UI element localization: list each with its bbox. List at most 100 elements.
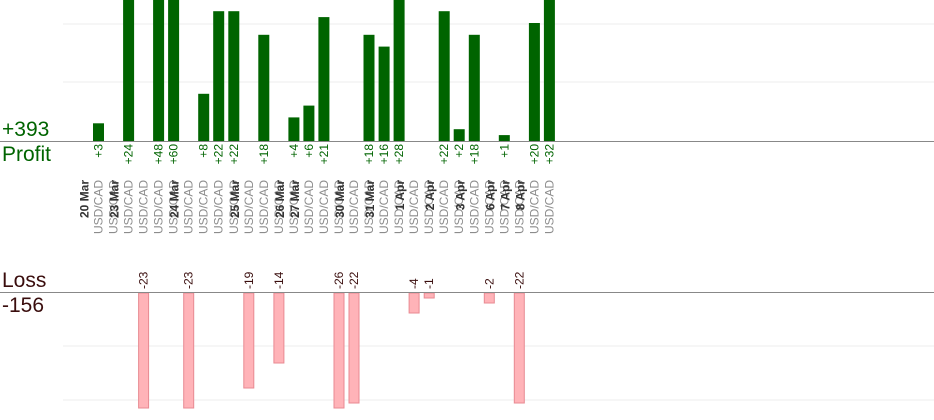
profit-value-label: +18 — [257, 144, 271, 165]
loss-bar — [483, 292, 495, 304]
axes — [0, 141, 934, 293]
profit-bar — [378, 46, 390, 141]
date-label: 20 Mar — [78, 180, 92, 218]
profit-value-label: +22 — [227, 144, 241, 165]
profit-bar — [123, 0, 135, 141]
date-label: 2 Apr — [423, 180, 437, 211]
date-label: 25 Mar — [228, 180, 242, 218]
loss-bar — [513, 292, 525, 404]
pair-label: USD/CAD — [182, 180, 196, 234]
pair-label: USD/CAD — [197, 180, 211, 234]
profit-bar — [303, 105, 315, 141]
loss-value-label: -4 — [407, 278, 421, 289]
profit-bar — [468, 34, 480, 141]
date-label: 6 Apr — [483, 180, 497, 211]
profit-bar — [168, 0, 180, 141]
pair-label: USD/CAD — [482, 180, 496, 234]
date-label: 24 Mar — [168, 180, 182, 218]
pair-label: USD/CAD — [227, 180, 241, 234]
profit-value-label: +32 — [542, 144, 556, 165]
pair-label: USD/CAD — [527, 180, 541, 234]
profit-bar — [363, 34, 375, 141]
date-label: 8 Apr — [513, 180, 527, 211]
loss-value-label: -14 — [272, 271, 286, 289]
pair-label: USD/CAD — [392, 180, 406, 234]
profit-total: +393 — [2, 118, 50, 141]
profit-bar — [543, 0, 555, 141]
pair-label: USD/CAD — [377, 180, 391, 234]
profit-value-label: +3 — [92, 144, 106, 158]
pair-label: USD/CAD — [467, 180, 481, 234]
pair-label: USD/CAD — [542, 180, 556, 234]
profit-bar — [453, 129, 465, 141]
loss-bar — [273, 292, 285, 364]
profit-value-label: +24 — [122, 144, 136, 165]
pair-label: USD/CAD — [122, 180, 136, 234]
pair-label: USD/CAD — [302, 180, 316, 234]
profit-value-label: +2 — [452, 144, 466, 158]
profit-bar — [258, 34, 270, 141]
pair-label: USD/CAD — [512, 180, 526, 234]
date-label: 27 Mar — [288, 180, 302, 218]
loss-value-label: -22 — [512, 271, 526, 289]
profit-value-label: +21 — [317, 144, 331, 165]
loss-bar — [333, 292, 345, 409]
profit-bar — [93, 123, 104, 141]
pair-label: USD/CAD — [107, 180, 121, 234]
pair-label: USD/CAD — [362, 180, 376, 234]
loss-value-label: -26 — [332, 271, 346, 289]
profit-bar — [213, 11, 225, 142]
profit-value-label: +18 — [467, 144, 481, 165]
loss-bar — [138, 292, 150, 409]
profit-bar — [498, 135, 510, 141]
profit-value-label: +22 — [212, 144, 226, 165]
profit-bar — [438, 11, 450, 142]
loss-value-label: -23 — [137, 271, 151, 289]
loss-value-label: -1 — [422, 278, 436, 289]
date-label: 23 Mar — [108, 180, 122, 218]
pair-label: USD/CAD — [497, 180, 511, 234]
profit-bar — [153, 0, 165, 141]
profit-value-label: +4 — [287, 144, 301, 158]
profit-value-label: +48 — [152, 144, 166, 165]
pair-label: USD/CAD — [272, 180, 286, 234]
loss-total: -156 — [2, 294, 45, 317]
profit-value-label: +28 — [392, 144, 406, 165]
pair-label: USD/CAD — [422, 180, 436, 234]
profit-value-label: +16 — [377, 144, 391, 165]
loss-value-label: -2 — [482, 278, 496, 289]
date-label: 30 Mar — [333, 180, 347, 218]
profit-bar — [288, 117, 300, 141]
loss-bar — [423, 292, 435, 299]
profit-value-label: +1 — [497, 144, 511, 158]
pair-label: USD/CAD — [287, 180, 301, 234]
profit-label: Profit — [2, 143, 52, 166]
pair-label: USD/CAD — [167, 180, 181, 234]
profit-bar — [528, 23, 540, 141]
profit-bar — [228, 11, 240, 142]
date-label: 3 Apr — [453, 180, 467, 211]
profit-bar — [198, 93, 210, 141]
profit-value-label: +22 — [437, 144, 451, 165]
profit-bar — [393, 0, 405, 141]
profit-bar — [318, 17, 330, 142]
loss-bar — [183, 292, 195, 409]
pair-label: USD/CAD — [347, 180, 361, 234]
date-label: 26 Mar — [273, 180, 287, 218]
bars — [93, 0, 555, 409]
date-label: 7 Apr — [498, 180, 512, 211]
date-label: 31 Mar — [363, 180, 377, 218]
loss-value-label: -23 — [182, 271, 196, 289]
pair-label: USD/CAD — [242, 180, 256, 234]
loss-label: Loss — [2, 269, 47, 292]
date-label: 1 Apr — [393, 180, 407, 211]
loss-bar — [408, 292, 420, 314]
profit-value-label: +8 — [197, 144, 211, 158]
loss-value-label: -19 — [242, 271, 256, 289]
pair-label: USD/CAD — [332, 180, 346, 234]
loss-bar — [243, 292, 255, 389]
profit-value-label: +20 — [527, 144, 541, 165]
profit-value-label: +6 — [302, 144, 316, 158]
